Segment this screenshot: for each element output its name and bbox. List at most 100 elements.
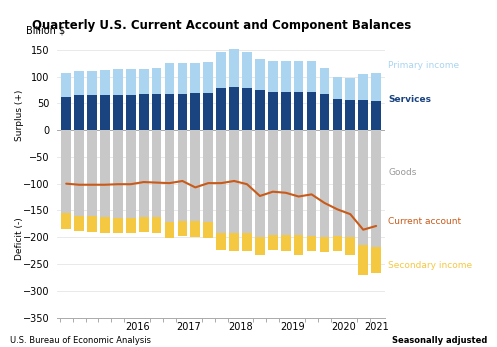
Bar <box>113 69 123 95</box>
Bar <box>165 130 174 222</box>
Text: Secondary income: Secondary income <box>389 261 473 270</box>
Bar <box>216 52 226 88</box>
Bar <box>294 92 304 130</box>
Bar <box>126 69 136 95</box>
Bar <box>87 130 97 216</box>
Bar <box>152 94 162 130</box>
Title: Quarterly U.S. Current Account and Component Balances: Quarterly U.S. Current Account and Compo… <box>31 19 411 33</box>
Bar <box>255 130 265 237</box>
Bar <box>294 130 304 235</box>
Bar <box>203 62 213 93</box>
Text: Services: Services <box>389 95 431 104</box>
Bar <box>61 97 71 130</box>
Bar <box>177 94 187 130</box>
Bar <box>371 130 381 247</box>
Text: Primary income: Primary income <box>389 61 460 70</box>
Bar <box>358 75 368 100</box>
Bar <box>74 95 84 130</box>
Bar <box>139 217 149 232</box>
Bar <box>281 235 291 251</box>
Bar <box>203 93 213 130</box>
Bar <box>100 130 110 217</box>
Bar <box>268 130 278 235</box>
Bar <box>332 99 342 130</box>
Bar <box>87 71 97 95</box>
Bar <box>307 130 317 236</box>
Bar <box>126 219 136 234</box>
Bar <box>255 59 265 90</box>
Bar <box>358 245 368 275</box>
Bar <box>61 213 71 229</box>
Bar <box>229 233 239 251</box>
Bar <box>358 100 368 130</box>
Bar <box>268 235 278 249</box>
Bar <box>152 217 162 233</box>
Bar <box>229 130 239 233</box>
Bar <box>87 95 97 130</box>
Bar <box>87 216 97 232</box>
Bar <box>216 233 226 249</box>
Bar <box>190 93 200 130</box>
Bar <box>332 130 342 236</box>
Bar <box>190 63 200 93</box>
Bar <box>371 247 381 272</box>
Bar <box>74 71 84 95</box>
Bar <box>126 130 136 219</box>
Bar <box>358 130 368 245</box>
Bar <box>320 68 330 94</box>
Bar <box>307 60 317 92</box>
Bar <box>320 237 330 252</box>
Bar <box>320 94 330 130</box>
Bar <box>113 95 123 130</box>
Bar <box>242 130 252 233</box>
Bar <box>332 236 342 251</box>
Text: Current account: Current account <box>389 218 462 227</box>
Bar <box>242 88 252 130</box>
Bar <box>371 73 381 101</box>
Bar <box>152 130 162 217</box>
Bar <box>216 130 226 233</box>
Bar <box>74 216 84 231</box>
Bar <box>113 130 123 219</box>
Bar <box>345 130 355 237</box>
Bar <box>177 63 187 94</box>
Bar <box>177 221 187 236</box>
Bar <box>345 237 355 255</box>
Bar <box>281 92 291 130</box>
Bar <box>371 101 381 130</box>
Bar <box>100 70 110 95</box>
Bar <box>203 130 213 222</box>
Text: Billion $: Billion $ <box>26 25 65 35</box>
Bar <box>165 63 174 94</box>
Bar <box>190 221 200 237</box>
Text: U.S. Bureau of Economic Analysis: U.S. Bureau of Economic Analysis <box>10 336 151 345</box>
Bar <box>216 88 226 130</box>
Bar <box>242 52 252 88</box>
Text: Surplus (+): Surplus (+) <box>15 90 24 141</box>
Bar <box>307 92 317 130</box>
Bar <box>229 87 239 130</box>
Bar <box>242 233 252 251</box>
Bar <box>74 130 84 216</box>
Bar <box>100 217 110 233</box>
Bar <box>177 130 187 221</box>
Bar <box>61 130 71 213</box>
Bar <box>100 95 110 130</box>
Bar <box>190 130 200 221</box>
Bar <box>268 92 278 130</box>
Bar <box>255 237 265 255</box>
Bar <box>281 130 291 235</box>
Bar <box>294 235 304 255</box>
Bar <box>229 49 239 87</box>
Bar <box>139 94 149 130</box>
Bar <box>268 60 278 92</box>
Bar <box>294 61 304 92</box>
Text: Goods: Goods <box>389 168 417 177</box>
Bar <box>61 73 71 97</box>
Bar <box>165 94 174 130</box>
Bar <box>139 69 149 94</box>
Bar <box>139 130 149 217</box>
Bar <box>113 219 123 234</box>
Bar <box>332 77 342 99</box>
Bar <box>126 95 136 130</box>
